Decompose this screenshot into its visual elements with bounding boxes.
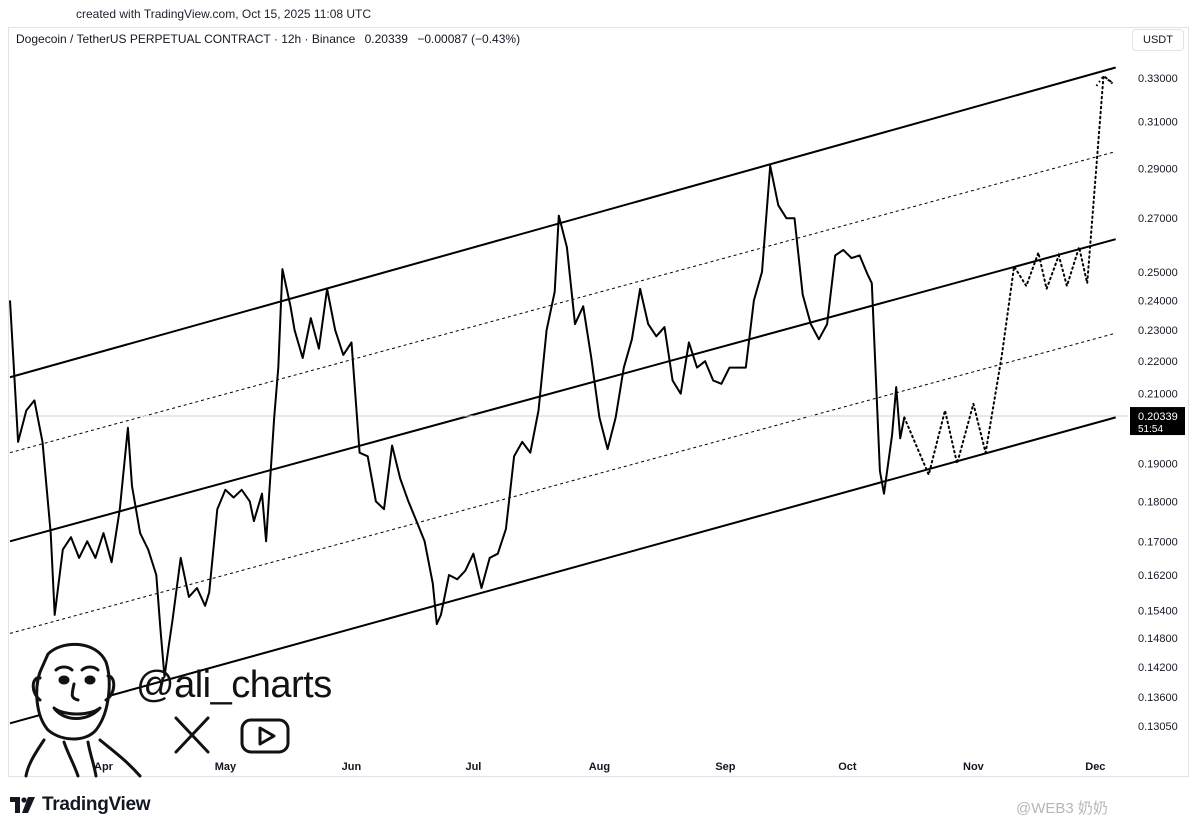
y-tick-label: 0.19000 (1138, 459, 1178, 471)
avatar (24, 642, 142, 778)
channel-line-1 (9, 66, 1116, 379)
y-tick-label: 0.24000 (1138, 295, 1178, 307)
symbol-legend[interactable]: Dogecoin / TetherUS PERPETUAL CONTRACT ·… (16, 32, 520, 46)
last-price-label: 0.20339 (1138, 411, 1178, 423)
tradingview-brand[interactable]: TradingView (10, 794, 151, 816)
y-tick-label: 0.31000 (1138, 117, 1178, 129)
x-tick-label: Jun (342, 761, 362, 773)
y-tick-label: 0.14800 (1138, 633, 1178, 645)
x-tick-label: Nov (963, 761, 985, 773)
price-change: −0.00087 (−0.43%) (417, 32, 521, 46)
y-tick-label: 0.17000 (1138, 536, 1178, 548)
last-price-tag (1130, 407, 1185, 436)
currency-button[interactable]: USDT (1132, 29, 1184, 51)
y-tick-label: 0.18000 (1138, 496, 1178, 508)
y-tick-label: 0.29000 (1138, 163, 1178, 175)
y-tick-label: 0.14200 (1138, 662, 1178, 674)
last-price-value: 0.20339 (364, 32, 408, 46)
y-tick-label: 0.25000 (1138, 267, 1178, 279)
watermark: @WEB3 奶奶 (1016, 800, 1108, 817)
channel-line-4 (9, 332, 1116, 634)
bar-countdown: 51:54 (1138, 424, 1163, 435)
projection-line (903, 73, 1113, 478)
y-tick-label: 0.33000 (1138, 73, 1178, 85)
created-caption: created with TradingView.com, Oct 15, 20… (76, 7, 372, 21)
projection-arrow-icon (1095, 74, 1116, 87)
x-tick-label: Apr (94, 761, 114, 773)
youtube-icon[interactable] (240, 718, 290, 754)
x-tick-label: Dec (1085, 761, 1105, 773)
x-tick-label: Sep (715, 761, 735, 773)
x-tick-label: Oct (838, 761, 857, 773)
x-tick-label: Jul (465, 761, 481, 773)
x-tick-label: May (215, 761, 237, 773)
y-tick-label: 0.21000 (1138, 389, 1178, 401)
author-handle: @ali_charts (136, 664, 332, 706)
channel-line-5 (9, 416, 1116, 725)
y-tick-label: 0.13600 (1138, 692, 1178, 704)
tradingview-logo-icon (10, 797, 35, 813)
chart-frame (8, 27, 1189, 777)
y-tick-label: 0.22000 (1138, 356, 1178, 368)
symbol-title: Dogecoin / TetherUS PERPETUAL CONTRACT ·… (16, 32, 356, 46)
y-tick-label: 0.13050 (1138, 721, 1178, 733)
y-tick-label: 0.16200 (1138, 570, 1178, 582)
price-line (9, 164, 906, 678)
y-tick-label: 0.27000 (1138, 213, 1178, 225)
y-tick-label: 0.23000 (1138, 325, 1178, 337)
x-logo-icon[interactable] (174, 716, 210, 754)
channel-line-2 (9, 151, 1116, 454)
brand-name: TradingView (42, 794, 151, 815)
channel-line-3 (9, 238, 1116, 543)
x-tick-label: Aug (589, 761, 610, 773)
y-tick-label: 0.15400 (1138, 605, 1178, 617)
